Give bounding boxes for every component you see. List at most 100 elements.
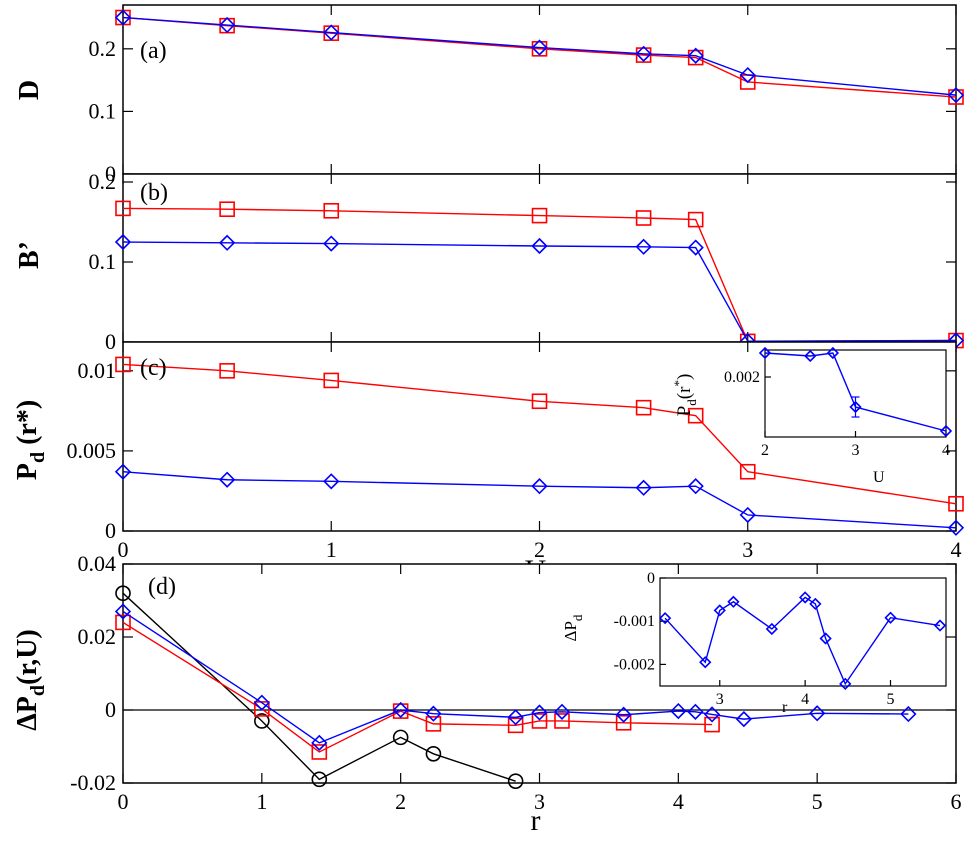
data-point: [311, 744, 328, 760]
ylabel-rest: (r,U): [12, 629, 43, 685]
panel-b: 0 0.1 0.2 (b): [89, 169, 965, 354]
x-tick-label: 3: [742, 537, 753, 562]
inset-c-inset: 2 3 4 0.002: [724, 346, 953, 459]
data-point: [670, 702, 687, 720]
panel-label: (a): [140, 38, 167, 64]
data-point: [531, 207, 548, 224]
x-tick-label: 0: [118, 537, 129, 562]
data-point: [739, 463, 756, 480]
y-axis-label: D: [14, 80, 45, 100]
data-point: [531, 41, 548, 57]
data-point: [635, 47, 652, 63]
y-tick-label: 0.02: [78, 624, 117, 649]
data-point: [115, 614, 131, 631]
data-point: [948, 89, 964, 105]
data-point: [948, 495, 964, 512]
data-point: [507, 709, 524, 726]
y-tick-label: 0.1: [89, 249, 117, 274]
data-point: [804, 349, 817, 363]
y-tick-label: 0.2: [89, 36, 117, 61]
panel-label: (c): [140, 355, 167, 381]
data-point: [739, 506, 756, 524]
data-point: [115, 200, 131, 217]
series-line-0: [664, 596, 941, 686]
series-line-0: [764, 352, 947, 432]
ylabel-main: P: [12, 463, 43, 480]
data-point: [739, 66, 756, 84]
data-point: [947, 519, 965, 536]
x-tick-label: 4: [673, 789, 684, 814]
data-point: [809, 705, 826, 722]
ylabel-sub: d: [570, 614, 585, 621]
x-tick-label: 1: [326, 537, 337, 562]
data-point: [311, 734, 328, 751]
data-point: [939, 424, 953, 438]
inset-x-axis-label: r: [782, 699, 788, 716]
data-point: [115, 356, 131, 373]
data-point: [254, 713, 270, 729]
data-point: [699, 656, 712, 669]
ylabel-main: P: [674, 406, 695, 417]
data-point: [687, 407, 704, 424]
series-line-1: [122, 16, 957, 96]
data-point: [635, 238, 652, 255]
series-line-1: [122, 471, 957, 529]
y-tick-label: 0.2: [89, 169, 117, 194]
data-point: [635, 210, 652, 226]
data-point: [635, 45, 652, 62]
data-point: [554, 713, 570, 729]
series-line-0: [122, 363, 957, 505]
x-tick-label: 2: [395, 789, 406, 814]
inset-d-inset: 3 4 5 -0.002 -0.001 0: [614, 570, 947, 708]
ylabel-end: ): [674, 374, 695, 380]
inset-x-axis-label: U: [873, 469, 885, 486]
y-tick-label: 0.01: [78, 358, 117, 383]
data-point: [687, 239, 704, 256]
data-point: [658, 612, 672, 625]
data-point: [425, 716, 442, 732]
data-point: [947, 87, 965, 104]
y-tick-label: 0.04: [78, 551, 117, 576]
data-point: [839, 677, 852, 690]
ylabel-main: ΔP: [561, 621, 580, 641]
data-point: [531, 704, 548, 721]
data-point: [799, 591, 812, 604]
x-tick-label: 0: [118, 789, 129, 814]
ylabel-rest: (r*): [12, 400, 43, 452]
ylabel-main: B’: [14, 241, 45, 269]
data-point: [114, 603, 132, 620]
data-point: [615, 706, 632, 723]
y-tick-label: 0: [105, 697, 116, 722]
data-point: [323, 372, 340, 389]
data-point: [219, 201, 235, 217]
plot-frame: [122, 173, 957, 343]
x-tick-label: 2: [534, 537, 545, 562]
y-tick-label: -0.001: [614, 613, 655, 630]
data-point: [553, 703, 571, 720]
data-point: [218, 16, 236, 34]
data-point: [704, 716, 720, 733]
x-axis-label: r: [531, 804, 541, 837]
data-point: [727, 595, 740, 608]
data-point: [323, 24, 340, 41]
data-point: [735, 710, 752, 728]
y-tick-label: -0.02: [70, 770, 116, 795]
data-point: [253, 694, 270, 711]
x-tick-label: 2: [761, 442, 769, 459]
inset-y-axis-label: Pd(r*): [671, 374, 699, 417]
y-axis-label: ΔPd(r,U): [12, 629, 49, 731]
data-point: [687, 211, 704, 228]
series-line-1: [122, 241, 957, 342]
x-tick-label: 5: [812, 789, 823, 814]
data-point: [425, 745, 442, 762]
x-tick-label: 6: [951, 789, 962, 814]
data-point: [615, 714, 632, 731]
data-point: [635, 399, 652, 416]
data-point: [392, 701, 409, 719]
plot-frame: [122, 4, 957, 175]
series-line-2: [122, 610, 909, 744]
data-point: [531, 39, 548, 56]
data-point: [323, 235, 340, 252]
data-point: [311, 771, 328, 788]
